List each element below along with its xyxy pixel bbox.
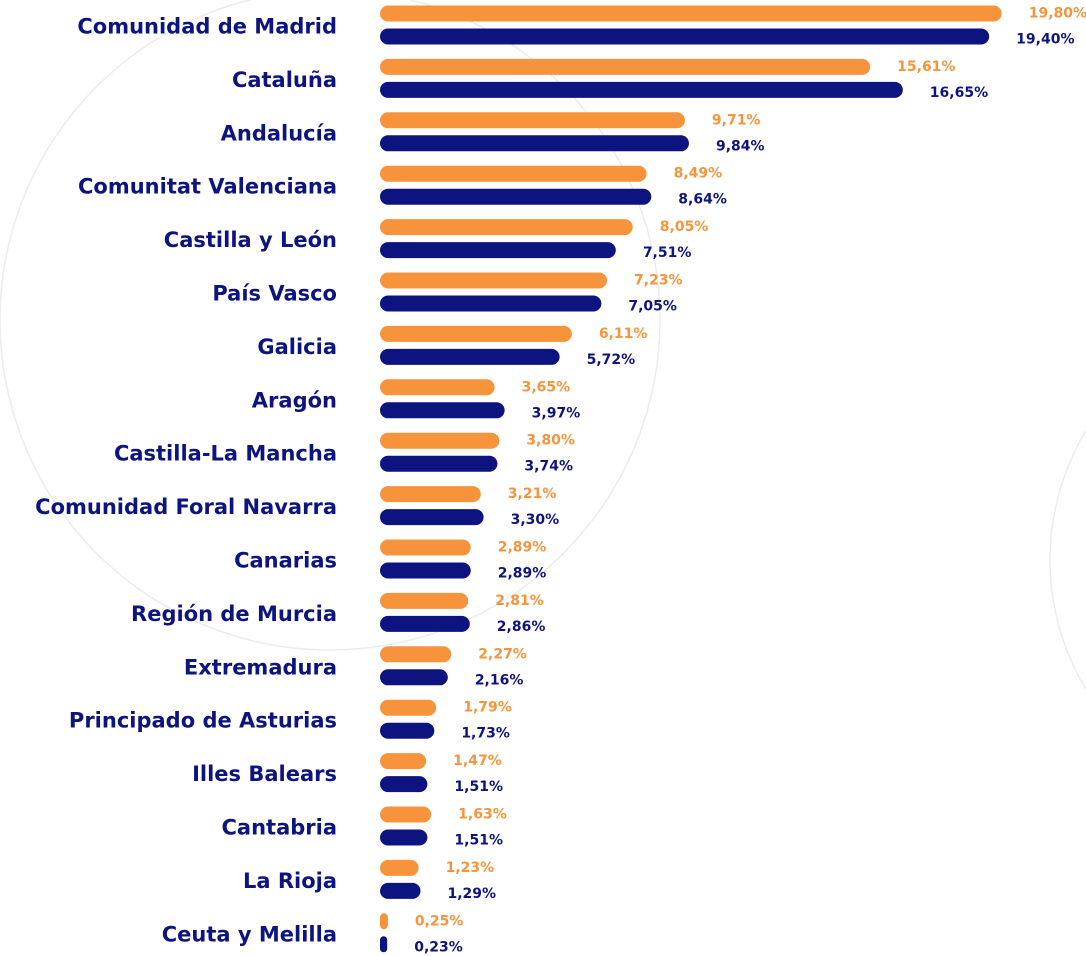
value-label: 3,65% xyxy=(522,379,571,395)
bar xyxy=(380,722,435,739)
value-label: 2,86% xyxy=(497,619,546,635)
value-label: 3,21% xyxy=(508,486,557,502)
category-label: Comunitat Valenciana xyxy=(78,175,337,199)
value-label: 8,05% xyxy=(660,219,709,235)
value-label: 2,27% xyxy=(478,646,527,662)
bar xyxy=(380,913,388,930)
bar xyxy=(380,295,602,312)
value-label: 2,89% xyxy=(498,540,547,556)
value-label: 19,80% xyxy=(1029,6,1086,22)
bar xyxy=(380,699,437,716)
value-label: 9,84% xyxy=(716,138,765,154)
bar xyxy=(380,348,560,365)
decor-arc xyxy=(0,0,661,651)
bar xyxy=(380,81,903,98)
value-label: 2,89% xyxy=(498,566,547,582)
category-label: País Vasco xyxy=(212,282,337,306)
value-label: 1,23% xyxy=(446,860,495,876)
value-label: 3,30% xyxy=(511,512,560,528)
value-label: 1,63% xyxy=(458,807,507,823)
value-label: 1,51% xyxy=(454,779,503,795)
value-label: 2,16% xyxy=(475,672,524,688)
category-label: Canarias xyxy=(234,549,337,573)
value-label: 3,74% xyxy=(524,459,573,475)
category-label: Extremadura xyxy=(184,655,337,679)
bar xyxy=(380,188,652,205)
bar xyxy=(380,669,448,686)
bar xyxy=(380,776,428,793)
bar xyxy=(380,5,1002,22)
value-label: 5,72% xyxy=(587,352,636,368)
category-label: Principado de Asturias xyxy=(69,709,337,733)
category-label: Comunidad Foral Navarra xyxy=(35,495,337,519)
bar xyxy=(380,646,452,663)
value-label: 8,64% xyxy=(678,192,727,208)
bar xyxy=(380,806,432,823)
value-label: 1,73% xyxy=(461,726,510,742)
value-label: 1,47% xyxy=(453,753,502,769)
bar xyxy=(380,539,471,556)
value-label: 1,29% xyxy=(448,886,497,902)
value-label: 3,97% xyxy=(532,405,581,421)
category-label: Illes Balears xyxy=(192,762,337,786)
category-label: Castilla-La Mancha xyxy=(114,442,337,466)
value-label: 9,71% xyxy=(712,112,761,128)
value-label: 1,51% xyxy=(454,833,503,849)
value-label: 19,40% xyxy=(1016,32,1074,48)
bar xyxy=(380,486,481,503)
category-label: Comunidad de Madrid xyxy=(77,15,337,39)
bar xyxy=(380,28,990,45)
category-label: Ceuta y Melilla xyxy=(162,922,337,946)
value-label: 7,05% xyxy=(628,299,677,315)
value-label: 1,79% xyxy=(463,700,512,716)
value-label: 6,11% xyxy=(599,326,648,342)
value-label: 0,25% xyxy=(415,913,464,929)
category-label: Cantabria xyxy=(222,816,338,840)
category-label: Región de Murcia xyxy=(131,602,337,626)
bar xyxy=(380,402,505,419)
bar xyxy=(380,219,633,236)
bar xyxy=(380,455,498,472)
bar xyxy=(380,829,428,846)
bar xyxy=(380,272,608,289)
bar xyxy=(380,753,427,770)
bar xyxy=(380,882,421,899)
category-label: Castilla y León xyxy=(164,228,337,252)
bar xyxy=(380,936,388,953)
value-label: 15,61% xyxy=(897,59,955,75)
bar xyxy=(380,242,616,259)
bar xyxy=(380,562,471,579)
value-label: 0,23% xyxy=(414,939,463,955)
category-label: Andalucía xyxy=(221,121,337,145)
value-label: 2,81% xyxy=(495,593,544,609)
decor-arc xyxy=(1049,429,1086,691)
bar xyxy=(380,325,572,342)
category-label: Aragón xyxy=(252,388,337,412)
bar xyxy=(380,58,871,75)
bar xyxy=(380,432,500,449)
value-label: 7,51% xyxy=(643,245,692,261)
bar xyxy=(380,135,689,152)
bar xyxy=(380,509,484,526)
value-label: 8,49% xyxy=(674,166,723,182)
value-label: 3,80% xyxy=(526,433,575,449)
bar xyxy=(380,615,470,632)
value-label: 7,23% xyxy=(634,273,683,289)
bar xyxy=(380,859,419,876)
category-label: La Rioja xyxy=(243,869,337,893)
bar xyxy=(380,112,685,129)
category-label: Cataluña xyxy=(232,68,337,92)
value-label: 16,65% xyxy=(930,85,988,101)
bar xyxy=(380,165,647,182)
category-label: Galicia xyxy=(257,335,337,359)
bar xyxy=(380,379,495,396)
bar xyxy=(380,592,469,609)
